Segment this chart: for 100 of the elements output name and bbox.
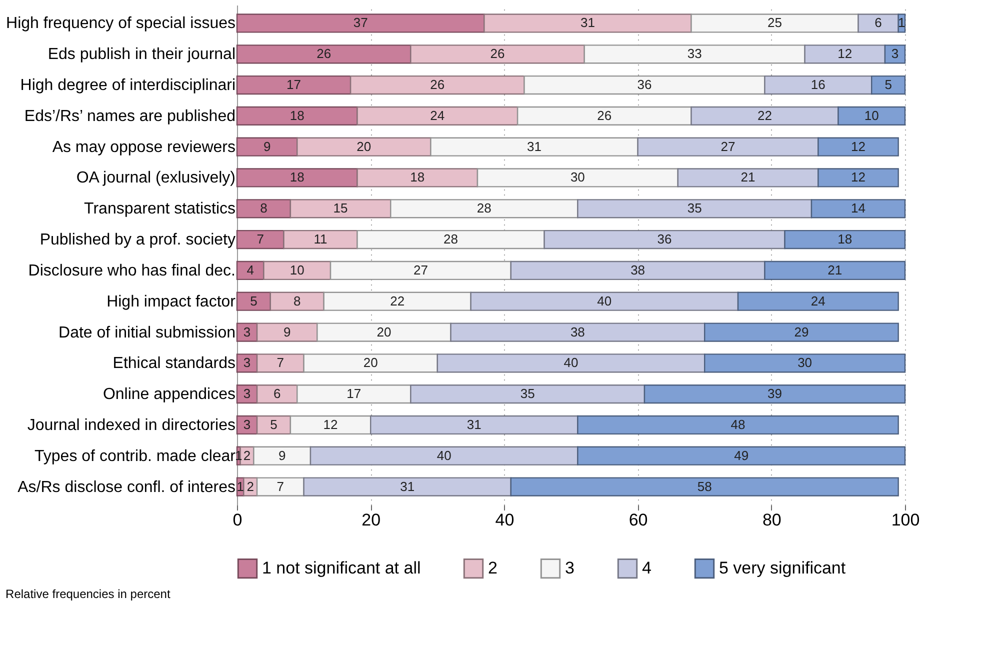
bar: [253, 446, 312, 466]
data-label: 18: [290, 170, 304, 185]
data-label: 20: [363, 355, 378, 370]
bar: [577, 446, 906, 466]
bar: [764, 260, 906, 280]
data-label: 28: [476, 200, 492, 216]
bar: [350, 75, 525, 95]
y-tick-label: Transparent statistics: [84, 200, 236, 218]
legend-label: 4: [642, 558, 652, 578]
text: Relative frequencies in percent: [6, 587, 171, 601]
data-label: 58: [697, 478, 712, 494]
y-tick-label: As/Rs disclose confl. of interes: [18, 478, 236, 496]
data-label: 17: [286, 77, 302, 92]
data-label: 38: [630, 262, 646, 278]
data-label: 26: [430, 77, 445, 92]
data-label: 18: [410, 170, 425, 185]
bar: [310, 446, 578, 466]
bar: [470, 292, 739, 311]
data-label: 14: [851, 200, 866, 216]
y-tick-label: Types of contrib. made clear: [34, 448, 236, 465]
y-tick-label: High impact factor: [106, 293, 236, 310]
data-label: 20: [376, 324, 392, 340]
bar: [236, 168, 358, 188]
data-label: 48: [730, 416, 746, 432]
bar: [898, 14, 906, 33]
bar: [236, 230, 284, 250]
data-label: 10: [290, 262, 304, 278]
bar: [476, 168, 678, 188]
data-label: 26: [316, 46, 332, 62]
data-label: 39: [768, 386, 782, 402]
data-label: 4: [246, 262, 254, 278]
bar: [737, 292, 899, 311]
data-label: 26: [490, 46, 505, 62]
bar: [410, 44, 585, 64]
bar: [884, 44, 906, 64]
bar: [256, 354, 304, 373]
data-label: 18: [290, 108, 304, 123]
bar: [436, 354, 706, 373]
bar: [303, 354, 438, 373]
bar: [838, 106, 906, 126]
bar: [370, 415, 578, 435]
bar: [810, 199, 906, 218]
bar: [296, 137, 432, 156]
bar: [784, 230, 906, 250]
bar: [356, 106, 518, 126]
data-label: 26: [597, 108, 612, 123]
data-label: 8: [260, 200, 268, 216]
bar: [510, 477, 899, 496]
bar: [290, 199, 392, 218]
bar: [410, 384, 646, 404]
data-label: 1: [236, 478, 244, 494]
data-label: 6: [273, 386, 281, 402]
data-label: 22: [757, 108, 772, 123]
data-label: 18: [838, 232, 852, 247]
bar: [577, 199, 812, 218]
bar: [804, 44, 886, 64]
data-label: 28: [444, 232, 458, 247]
data-label: 9: [278, 448, 286, 463]
x-tick-label: 100: [891, 510, 920, 530]
bar: [290, 415, 372, 435]
data-label: 7: [276, 478, 284, 494]
data-label: 36: [657, 232, 672, 247]
y-tick-label: Eds publish in their journal: [48, 46, 236, 64]
bar: [577, 415, 899, 435]
y-tick-label: High frequency of special issues: [6, 15, 236, 32]
data-label: 3: [243, 355, 251, 370]
data-label: 25: [768, 15, 782, 30]
bar: [690, 106, 839, 126]
data-label: 17: [346, 386, 362, 402]
data-label: 21: [828, 262, 842, 278]
bar: [236, 292, 271, 311]
bar: [236, 44, 412, 64]
y-tick-label: As may oppose reviewers: [52, 138, 236, 156]
bar: [677, 168, 819, 188]
data-label: 37: [353, 15, 368, 30]
data-label: 21: [740, 170, 756, 185]
data-label: 29: [794, 324, 809, 340]
data-label: 7: [256, 232, 264, 247]
x-tick-label: 0: [232, 510, 242, 530]
bar: [637, 137, 819, 156]
data-label: 1: [898, 15, 906, 30]
data-label: 36: [637, 77, 652, 92]
data-label: 20: [356, 138, 372, 154]
bar: [858, 14, 899, 33]
data-label: 9: [263, 138, 271, 154]
data-label: 24: [810, 293, 826, 308]
data-label: 7: [276, 355, 284, 370]
data-label: 3: [891, 46, 899, 62]
data-label: 24: [430, 108, 445, 123]
data-label: 31: [466, 416, 482, 432]
y-tick-label: Published by a prof. society: [40, 232, 236, 249]
data-label: 22: [390, 293, 405, 308]
bar: [704, 354, 906, 373]
y-tick-label: Ethical standards: [112, 355, 236, 372]
data-label: 11: [314, 232, 328, 247]
y-tick-label: Eds’/Rs’ names are published: [24, 108, 236, 125]
data-label: 35: [687, 200, 702, 216]
data-label: 40: [436, 448, 452, 463]
data-label: 27: [720, 138, 736, 154]
bar: [236, 137, 298, 156]
